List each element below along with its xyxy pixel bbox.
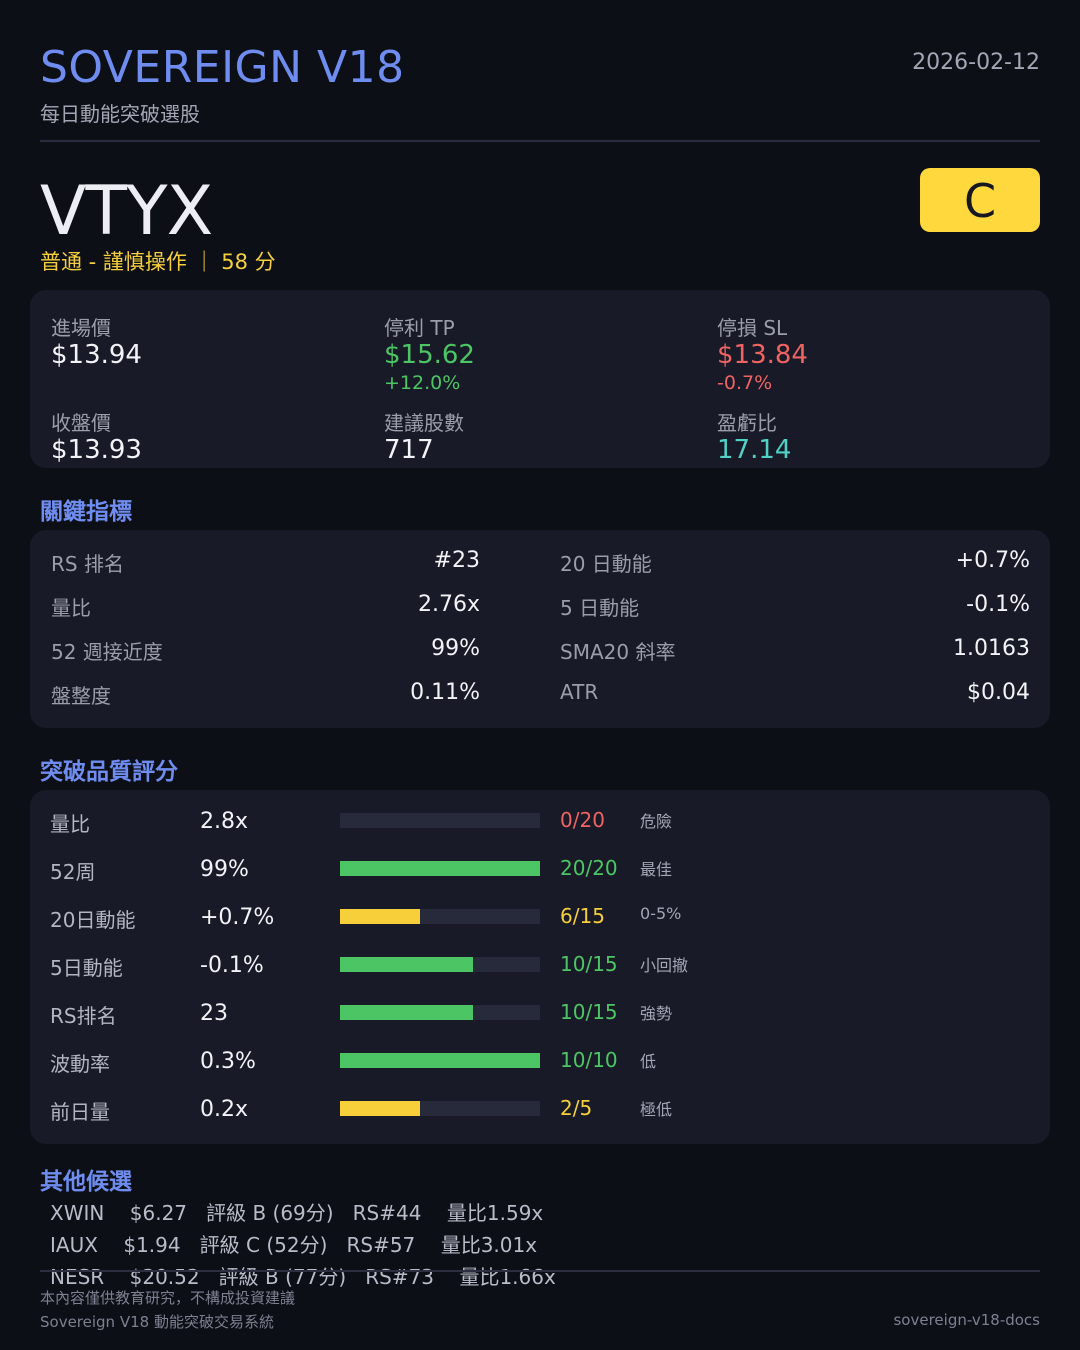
take-profit-value: $15.62 xyxy=(384,340,475,370)
metric-value: #23 xyxy=(433,548,480,573)
quality-row-name: 波動率 xyxy=(50,1052,110,1076)
report-date: 2026-02-12 xyxy=(912,50,1040,75)
take-profit-label: 停利 TP xyxy=(384,316,455,340)
take-profit-pct: +12.0% xyxy=(384,372,461,394)
system-name: Sovereign V18 動能突破交易系統 xyxy=(40,1313,274,1331)
quality-row-score: 0/20 xyxy=(560,808,605,832)
metric-value: $0.04 xyxy=(967,680,1030,705)
metric-label: 52 週接近度 xyxy=(51,640,163,664)
stop-loss-value: $13.84 xyxy=(717,340,808,370)
metric-value: 2.76x xyxy=(417,592,480,617)
brand-title: SOVEREIGN V18 xyxy=(40,42,405,93)
quality-bar-fill xyxy=(340,909,420,924)
quality-row-name: 52周 xyxy=(50,860,96,884)
quality-row-note: 極低 xyxy=(640,1100,673,1119)
quality-row-note: 0-5% xyxy=(640,904,682,923)
quality-bar-track xyxy=(340,957,540,972)
quality-row-note: 危險 xyxy=(640,812,673,831)
candidate-row: NESR $20.52 評級 B (77分) RS#73 量比1.66x xyxy=(50,1265,556,1289)
quality-row-value: 99% xyxy=(200,857,249,882)
quality-row-value: 0.3% xyxy=(200,1049,256,1074)
quality-row-name: 5日動能 xyxy=(50,956,123,980)
metric-label: 20 日動能 xyxy=(560,552,652,576)
metric-label: ATR xyxy=(560,680,599,704)
quality-row-note: 低 xyxy=(640,1052,657,1071)
quality-bar-fill xyxy=(340,957,474,972)
key-metrics-card: RS 排名 #23 量比 2.76x 52 週接近度 99% 盤整度 0.11%… xyxy=(30,530,1050,728)
ticker-symbol: VTYX xyxy=(40,172,213,251)
shares-value: 717 xyxy=(384,435,434,465)
quality-bar-track xyxy=(340,861,540,876)
metric-label: 5 日動能 xyxy=(560,596,640,620)
quality-row-score: 10/15 xyxy=(560,1000,618,1024)
brand-subtitle: 每日動能突破選股 xyxy=(40,102,200,126)
quality-bar-track xyxy=(340,1101,540,1116)
rating-summary: 普通 - 謹慎操作 ｜ 58 分 xyxy=(40,250,276,274)
entry-price-value: $13.94 xyxy=(51,340,142,370)
docs-link[interactable]: sovereign-v18-docs xyxy=(893,1311,1040,1329)
quality-row-score: 10/10 xyxy=(560,1048,618,1072)
quality-row-value: -0.1% xyxy=(200,953,264,978)
quality-row-name: 20日動能 xyxy=(50,908,136,932)
quality-row-name: RS排名 xyxy=(50,1004,117,1028)
quality-row-score: 10/15 xyxy=(560,952,618,976)
metric-value: -0.1% xyxy=(966,592,1030,617)
quality-bar-track xyxy=(340,909,540,924)
quality-row-value: 0.2x xyxy=(200,1097,249,1122)
quality-bar-fill xyxy=(340,1053,540,1068)
disclaimer: 本內容僅供教育研究，不構成投資建議 xyxy=(40,1289,296,1307)
quality-row-note: 最佳 xyxy=(640,860,673,879)
quality-bar-track xyxy=(340,1053,540,1068)
grade-badge: C xyxy=(920,168,1040,232)
key-metrics-title: 關鍵指標 xyxy=(40,499,132,525)
quality-row-score: 6/15 xyxy=(560,904,605,928)
metric-value: +0.7% xyxy=(955,548,1030,573)
quality-bar-track xyxy=(340,813,540,828)
close-price-label: 收盤價 xyxy=(51,411,111,435)
quality-row-name: 前日量 xyxy=(50,1100,110,1124)
quality-bar-fill xyxy=(340,1101,420,1116)
stop-loss-label: 停損 SL xyxy=(717,316,788,340)
quality-row-score: 2/5 xyxy=(560,1096,593,1120)
metric-label: RS 排名 xyxy=(51,552,124,576)
header-divider xyxy=(40,140,1040,142)
quality-title: 突破品質評分 xyxy=(40,759,178,785)
quality-row-note: 強勢 xyxy=(640,1004,673,1023)
quality-row-name: 量比 xyxy=(50,812,90,836)
quality-card: 量比 2.8x 0/20 危險 52周 99% 20/20 最佳 20日動能 +0.7% 6/15 0… xyxy=(30,790,1050,1144)
quality-bar-fill xyxy=(340,1005,474,1020)
price-card: 進場價 $13.94 停利 TP $15.62 +12.0% 停損 SL $13… xyxy=(30,290,1050,468)
stop-loss-pct: -0.7% xyxy=(717,372,773,394)
metric-value: 0.11% xyxy=(410,680,480,705)
metric-label: 量比 xyxy=(51,596,91,620)
entry-price-label: 進場價 xyxy=(51,316,111,340)
candidate-row: XWIN $6.27 評級 B (69分) RS#44 量比1.59x xyxy=(50,1201,544,1225)
quality-row-value: 2.8x xyxy=(200,809,249,834)
close-price-value: $13.93 xyxy=(51,435,142,465)
candidate-row: IAUX $1.94 評級 C (52分) RS#57 量比3.01x xyxy=(50,1233,538,1257)
metric-label: 盤整度 xyxy=(51,684,111,708)
risk-reward-label: 盈虧比 xyxy=(717,411,777,435)
quality-row-note: 小回撤 xyxy=(640,956,689,975)
metric-label: SMA20 斜率 xyxy=(560,640,676,664)
footer-divider xyxy=(40,1270,1040,1272)
quality-row-value: 23 xyxy=(200,1001,228,1026)
quality-bar-track xyxy=(340,1005,540,1020)
quality-row-score: 20/20 xyxy=(560,856,618,880)
shares-label: 建議股數 xyxy=(384,411,464,435)
metric-value: 99% xyxy=(431,636,480,661)
others-title: 其他候選 xyxy=(40,1169,132,1195)
quality-row-value: +0.7% xyxy=(200,905,275,930)
quality-bar-fill xyxy=(340,861,540,876)
metric-value: 1.0163 xyxy=(953,636,1030,661)
risk-reward-value: 17.14 xyxy=(717,435,792,465)
